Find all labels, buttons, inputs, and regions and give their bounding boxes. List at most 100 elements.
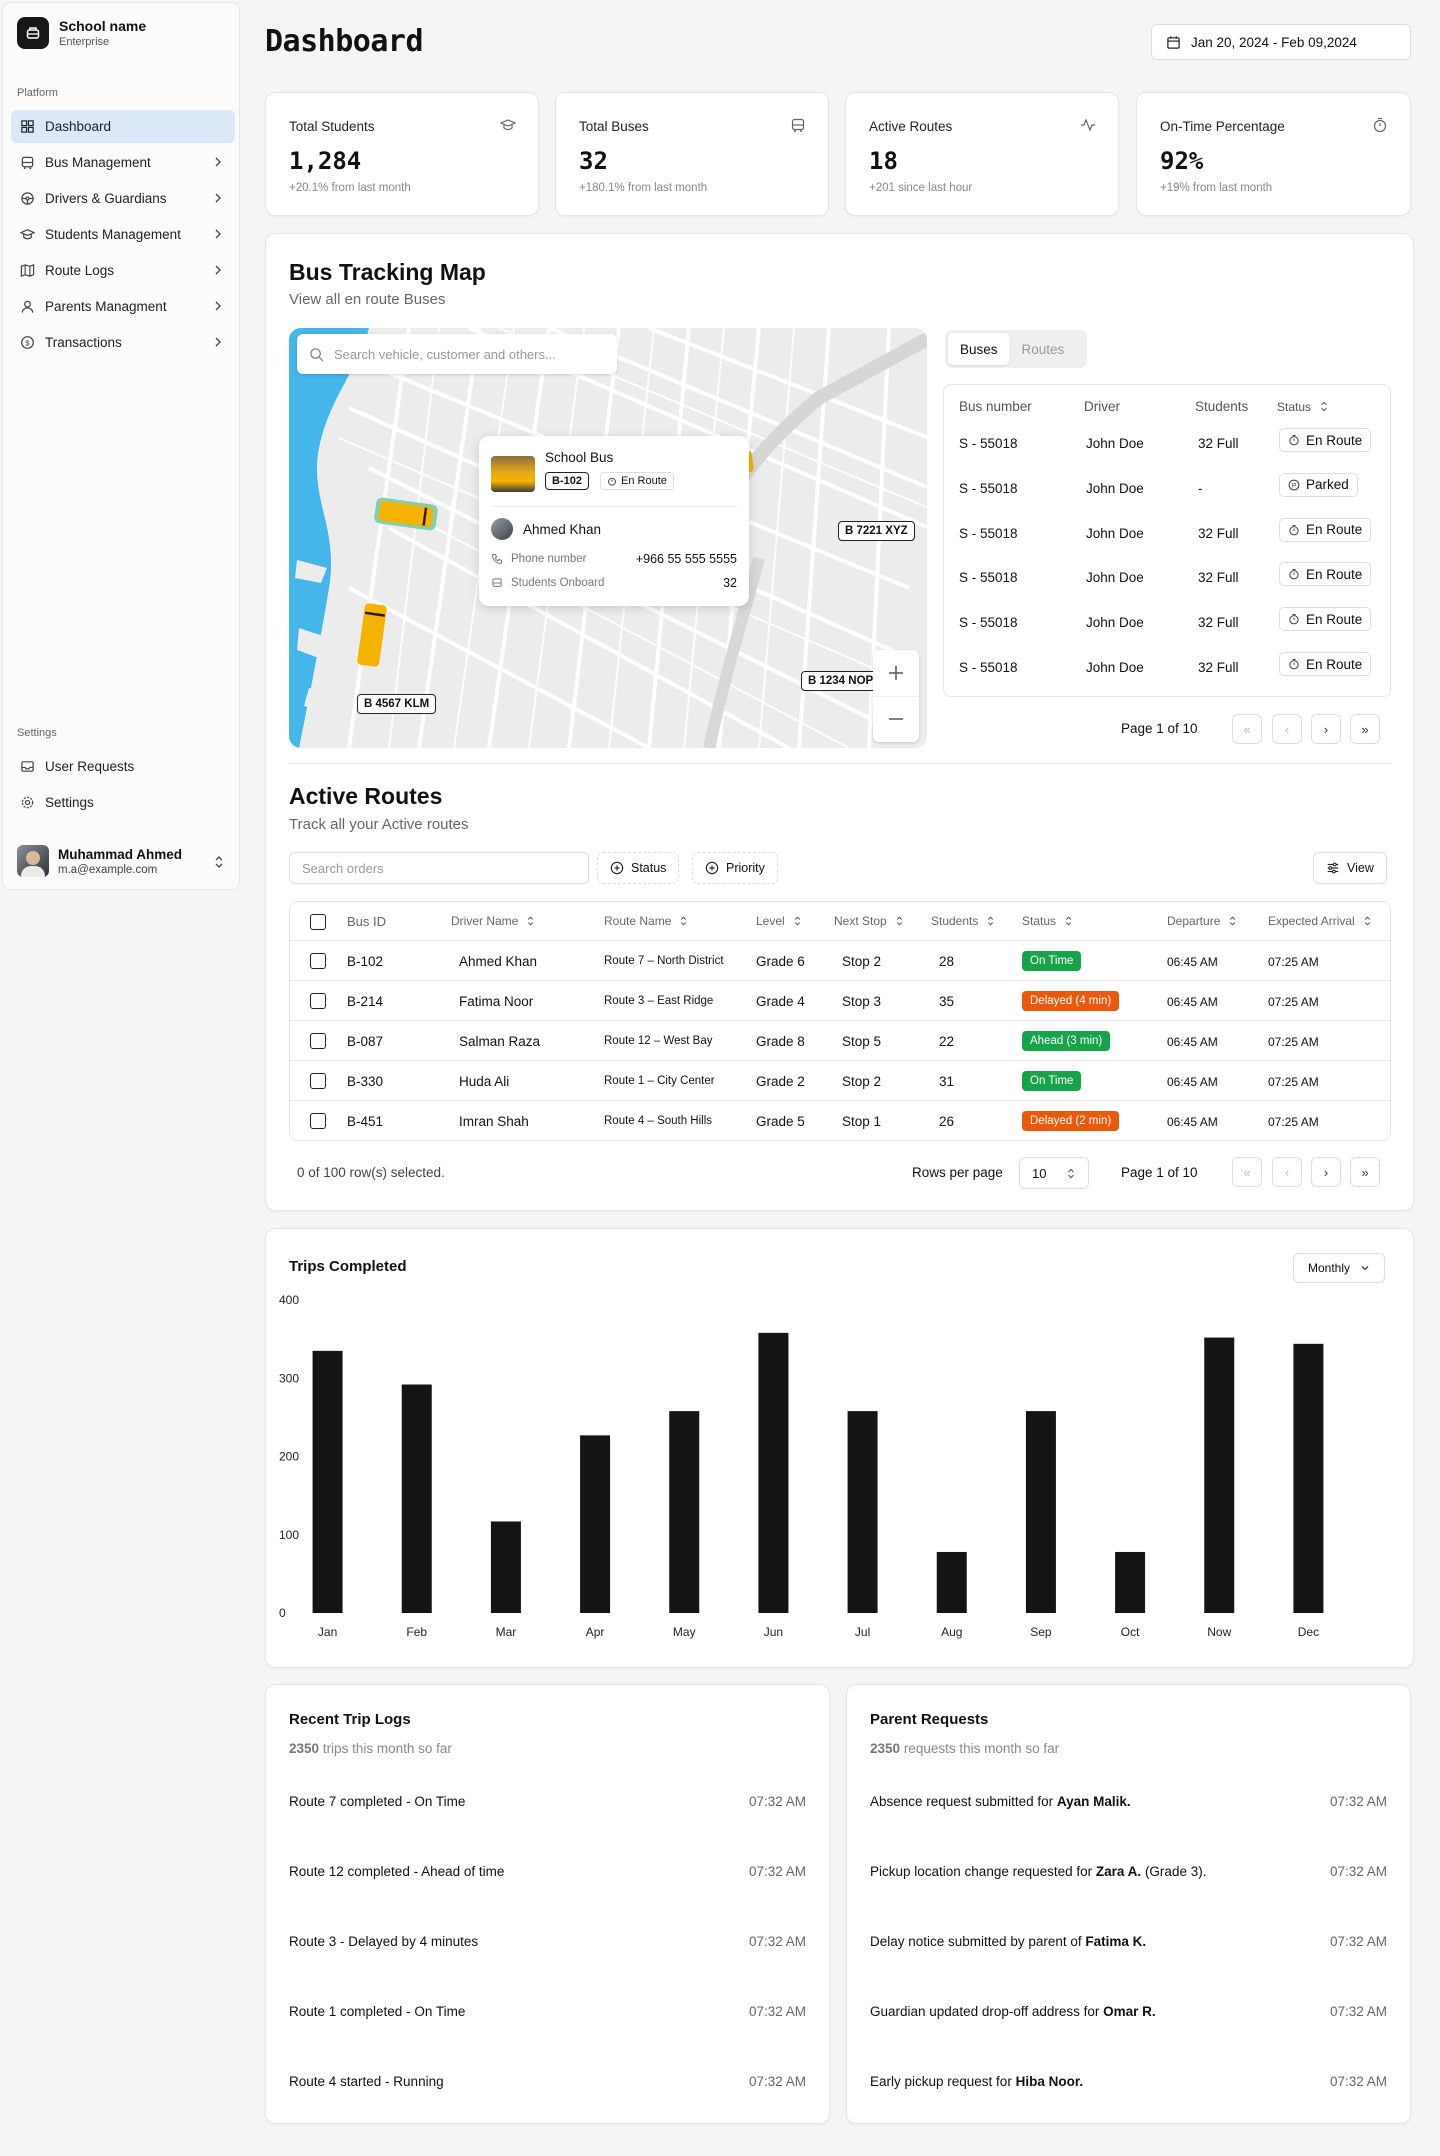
bar-now[interactable] (1204, 1337, 1235, 1613)
minus-icon (889, 718, 903, 720)
platform-label: Platform (17, 87, 58, 99)
departure-time: 06:45 AM (1167, 1115, 1218, 1129)
stat-title: Total Students (289, 119, 375, 134)
last-page-button[interactable]: » (1350, 1157, 1380, 1187)
bar-may[interactable] (669, 1411, 700, 1613)
priority-filter-button[interactable]: Priority (692, 852, 778, 884)
popup-driver-name: Ahmed Khan (523, 522, 602, 537)
table-row[interactable]: B-214 Fatima Noor Route 3 – East Ridge Grad… (290, 980, 1390, 1020)
bus-table-row[interactable]: S - 55018 John Doe 32 Full En Route (944, 422, 1390, 467)
sidebar-item-settings[interactable]: Settings (11, 786, 235, 819)
log-text: Route 4 started - Running (289, 2074, 444, 2089)
column-header-students[interactable]: Students (931, 914, 995, 928)
row-checkbox[interactable] (310, 993, 326, 1009)
x-tick-label: Now (1207, 1625, 1231, 1639)
request-prefix: Pickup location change requested for (870, 1864, 1096, 1879)
next-page-button[interactable]: › (1311, 1157, 1341, 1187)
column-header-arrival[interactable]: Expected Arrival (1268, 914, 1372, 928)
chevron-right-icon (215, 193, 221, 203)
row-checkbox[interactable] (310, 1033, 326, 1049)
row-checkbox[interactable] (310, 953, 326, 969)
driver-name: Imran Shah (459, 1114, 529, 1129)
brand[interactable]: School name Enterprise (17, 17, 146, 49)
bar-feb[interactable] (401, 1384, 432, 1613)
bar-oct[interactable] (1115, 1551, 1146, 1613)
sidebar-item-label: Students Management (45, 227, 181, 242)
bus-map[interactable]: Search vehicle, customer and others... B… (289, 328, 927, 748)
bus-marker-b4567[interactable] (357, 603, 387, 667)
routes-search-input[interactable]: Search orders (289, 852, 589, 884)
column-header-next-stop[interactable]: Next Stop (834, 914, 904, 928)
bar-apr[interactable] (580, 1435, 611, 1613)
bus-table-row[interactable]: S - 55018 John Doe - P Parked (944, 467, 1390, 512)
column-header-status[interactable]: Status (1022, 914, 1073, 928)
bar-aug[interactable] (936, 1551, 967, 1613)
bus-photo (491, 456, 535, 492)
view-options-button[interactable]: View (1313, 852, 1387, 884)
map-search-input[interactable]: Search vehicle, customer and others... (297, 334, 617, 374)
zoom-in-button[interactable] (873, 650, 919, 696)
bar-mar[interactable] (490, 1521, 521, 1613)
sidebar-item-user-requests[interactable]: User Requests (11, 750, 235, 783)
brand-plan: Enterprise (59, 36, 110, 48)
user-menu[interactable]: Muhammad Ahmed m.a@example.com (17, 841, 229, 881)
bus-table-row[interactable]: S - 55018 John Doe 32 Full En Route (944, 646, 1390, 691)
bar-jul[interactable] (847, 1411, 878, 1613)
bus-driver: John Doe (1086, 570, 1144, 586)
sidebar-item-bus-management[interactable]: Bus Management (11, 146, 235, 179)
table-row[interactable]: B-330 Huda Ali Route 1 – City Center Grade … (290, 1060, 1390, 1100)
column-header-level[interactable]: Level (756, 914, 802, 928)
column-header-driver[interactable]: Driver Name (451, 914, 535, 928)
prev-page-button[interactable]: ‹ (1272, 1157, 1302, 1187)
select-all-checkbox[interactable] (310, 914, 326, 930)
tab-routes[interactable]: Routes (1021, 341, 1065, 357)
first-page-button[interactable]: « (1232, 714, 1262, 744)
table-row[interactable]: B-087 Salman Raza Route 12 – West Bay Grade… (290, 1020, 1390, 1060)
bus-table-row[interactable]: S - 55018 John Doe 32 Full En Route (944, 601, 1390, 646)
rows-per-page-select[interactable]: 10 (1019, 1157, 1089, 1189)
sidebar-item-route-logs[interactable]: Route Logs (11, 254, 235, 287)
prev-page-button[interactable]: ‹ (1272, 714, 1302, 744)
bar-dec[interactable] (1293, 1343, 1324, 1613)
routes-title: Active Routes (289, 783, 443, 809)
sidebar-item-drivers-guardians[interactable]: Drivers & Guardians (11, 182, 235, 215)
row-checkbox[interactable] (310, 1073, 326, 1089)
tab-buses[interactable]: Buses (948, 333, 1010, 365)
bus-table-row[interactable]: S - 55018 John Doe 32 Full En Route (944, 556, 1390, 601)
sidebar-item-transactions[interactable]: $ Transactions (11, 326, 235, 359)
table-row[interactable]: B-451 Imran Shah Route 4 – South Hills Grad… (290, 1100, 1390, 1140)
request-prefix: Delay notice submitted by parent of (870, 1934, 1086, 1949)
bus-label: B 7221 XYZ (838, 521, 915, 541)
zoom-out-button[interactable] (873, 696, 919, 742)
column-header-departure[interactable]: Departure (1167, 914, 1237, 928)
level: Grade 5 (756, 1114, 805, 1129)
row-checkbox[interactable] (310, 1113, 326, 1129)
sidebar-item-students-management[interactable]: Students Management (11, 218, 235, 251)
graduation-cap-icon (20, 229, 35, 240)
bar-jun[interactable] (758, 1332, 789, 1613)
sidebar-item-dashboard[interactable]: Dashboard (11, 110, 235, 143)
first-page-button[interactable]: « (1232, 1157, 1262, 1187)
activity-icon (1081, 118, 1095, 132)
status-filter-button[interactable]: Status (597, 852, 680, 884)
parent-requests-title: Parent Requests (870, 1711, 989, 1728)
date-range-picker[interactable]: Jan 20, 2024 - Feb 09,2024 (1151, 24, 1411, 60)
routes-subtitle: Track all your Active routes (289, 816, 469, 833)
column-header-route[interactable]: Route Name (604, 914, 688, 928)
next-page-button[interactable]: › (1311, 714, 1341, 744)
bar-sep[interactable] (1025, 1411, 1056, 1613)
period-select[interactable]: Monthly (1293, 1253, 1385, 1283)
last-page-button[interactable]: » (1350, 714, 1380, 744)
column-header-label: Driver Name (451, 914, 519, 928)
bus-table-row[interactable]: S - 55018 John Doe 32 Full En Route (944, 512, 1390, 557)
x-tick-label: Jan (318, 1625, 337, 1639)
table-row[interactable]: B-102 Ahmed Khan Route 7 – North District G… (290, 940, 1390, 980)
bar-jan[interactable] (312, 1350, 343, 1613)
tracking-subtitle: View all en route Buses (289, 291, 446, 308)
sidebar-item-parents-management[interactable]: Parents Managment (11, 290, 235, 323)
bus-driver: John Doe (1086, 436, 1144, 451)
next-stop: Stop 3 (842, 994, 882, 1009)
bus-marker-b102[interactable] (373, 497, 438, 531)
map-search-placeholder: Search vehicle, customer and others... (334, 346, 556, 362)
status-column-header[interactable]: Status (1277, 400, 1329, 414)
